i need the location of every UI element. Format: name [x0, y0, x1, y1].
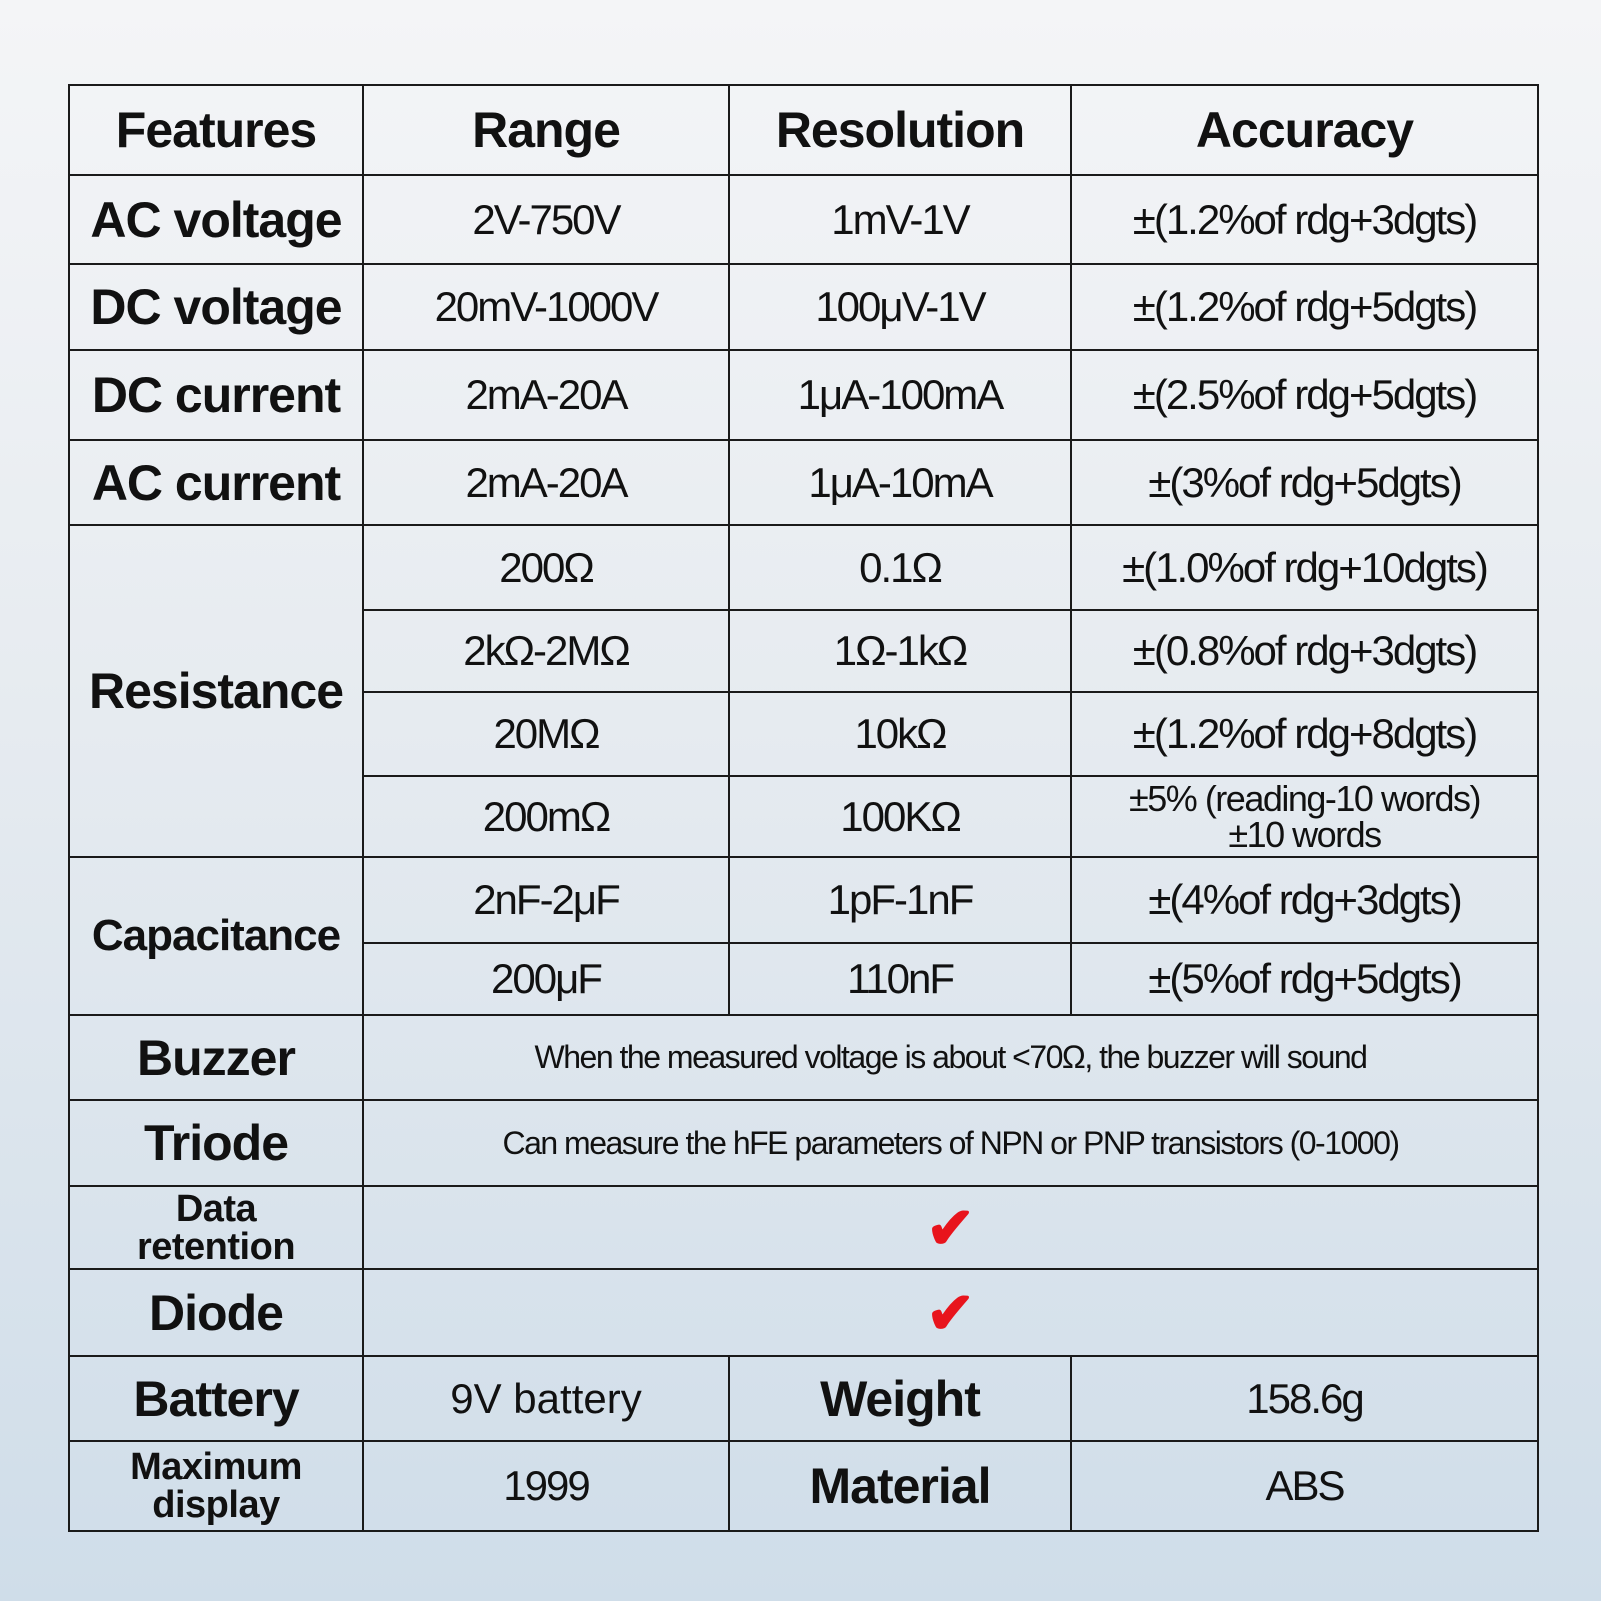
resolution-cell: 10kΩ: [728, 691, 1072, 777]
accuracy-cell: ±(1.2%of rdg+3dgts): [1070, 174, 1539, 265]
feature-line-2: retention: [136, 1225, 296, 1268]
feature-line-1: Data: [175, 1187, 257, 1230]
range-cell: 200μF: [362, 942, 730, 1016]
feature-cell: Battery: [68, 1355, 364, 1442]
range-cell: 200mΩ: [362, 775, 730, 858]
header-features: Features: [68, 84, 364, 176]
spec-table: Features Range Resolution Accuracy AC vo…: [68, 84, 1539, 1532]
weight-label: Weight: [728, 1355, 1072, 1442]
buzzer-description: When the measured voltage is about <70Ω,…: [362, 1014, 1539, 1101]
accuracy-cell: ±(1.0%of rdg+10dgts): [1070, 524, 1539, 611]
table-row: 200mΩ 100KΩ ±5% (reading-10 words) ±10 w…: [69, 775, 1539, 858]
feature-cell: DC current: [68, 349, 364, 441]
table-row: DC current 2mA-20A 1μA-100mA ±(2.5%of rd…: [68, 349, 1539, 441]
table-row: Data retention ✔: [68, 1185, 1539, 1270]
range-cell: 20MΩ: [362, 691, 730, 777]
header-resolution: Resolution: [728, 84, 1072, 176]
resolution-cell: 1pF-1nF: [728, 856, 1072, 944]
feature-cell: DC voltage: [68, 263, 364, 351]
weight-value: 158.6g: [1070, 1355, 1539, 1442]
table-row: Diode ✔: [68, 1268, 1539, 1357]
feature-cell: Triode: [68, 1099, 364, 1187]
triode-description: Can measure the hFE parameters of NPN or…: [362, 1099, 1539, 1187]
table-row: AC current 2mA-20A 1μA-10mA ±(3%of rdg+5…: [68, 439, 1539, 526]
table-row: Triode Can measure the hFE parameters of…: [68, 1099, 1539, 1187]
feature-cell: Data retention: [68, 1185, 364, 1270]
feature-cell-resistance: Resistance: [68, 524, 364, 858]
resolution-cell: 1Ω-1kΩ: [728, 609, 1072, 693]
feature-cell-capacitance: Capacitance: [68, 856, 364, 1016]
accuracy-cell: ±5% (reading-10 words) ±10 words: [1070, 775, 1539, 858]
table-row: Battery 9V battery Weight 158.6g: [68, 1355, 1539, 1442]
accuracy-line-2: ±10 words: [1228, 813, 1382, 855]
resolution-cell: 100KΩ: [728, 775, 1072, 858]
header-row: Features Range Resolution Accuracy: [68, 84, 1539, 176]
table-row: Capacitance 2nF-2μF 1pF-1nF ±(4%of rdg+3…: [68, 856, 1539, 1016]
feature-cell: Diode: [68, 1268, 364, 1357]
range-cell: 2kΩ-2MΩ: [362, 609, 730, 693]
range-cell: 20mV-1000V: [362, 263, 730, 351]
table-row: Maximum display 1999 Material ABS: [68, 1440, 1539, 1532]
resolution-cell: 110nF: [728, 942, 1072, 1016]
check-icon: ✔: [362, 1268, 1539, 1357]
range-cell: 2nF-2μF: [362, 856, 730, 944]
resolution-cell: 100μV-1V: [728, 263, 1072, 351]
table-row: Buzzer When the measured voltage is abou…: [68, 1014, 1539, 1101]
battery-value: 9V battery: [362, 1355, 730, 1442]
accuracy-line-1: ±5% (reading-10 words): [1129, 777, 1481, 819]
check-icon: ✔: [362, 1185, 1539, 1270]
accuracy-cell: ±(4%of rdg+3dgts): [1070, 856, 1539, 944]
resolution-cell: 1μA-10mA: [728, 439, 1072, 526]
table-row: 200μF 110nF ±(5%of rdg+5dgts): [69, 942, 1539, 1016]
feature-cell: AC voltage: [68, 174, 364, 265]
header-range: Range: [362, 84, 730, 176]
range-cell: 2mA-20A: [362, 349, 730, 441]
accuracy-cell: ±(1.2%of rdg+5dgts): [1070, 263, 1539, 351]
header-accuracy: Accuracy: [1070, 84, 1539, 176]
table-row: 2kΩ-2MΩ 1Ω-1kΩ ±(0.8%of rdg+3dgts): [69, 609, 1539, 693]
max-display-value: 1999: [362, 1440, 730, 1532]
table-row: Resistance 200Ω 0.1Ω ±(1.0%of rdg+10dgts…: [68, 524, 1539, 858]
resolution-cell: 1μA-100mA: [728, 349, 1072, 441]
feature-cell: Buzzer: [68, 1014, 364, 1101]
feature-cell: Maximum display: [68, 1440, 364, 1532]
feature-cell: AC current: [68, 439, 364, 526]
table-row: 20MΩ 10kΩ ±(1.2%of rdg+8dgts): [69, 691, 1539, 777]
accuracy-cell: ±(2.5%of rdg+5dgts): [1070, 349, 1539, 441]
table-row: DC voltage 20mV-1000V 100μV-1V ±(1.2%of …: [68, 263, 1539, 351]
material-value: ABS: [1070, 1440, 1539, 1532]
resolution-cell: 0.1Ω: [728, 524, 1072, 611]
material-label: Material: [728, 1440, 1072, 1532]
feature-line-1: Maximum: [130, 1446, 302, 1488]
resolution-cell: 1mV-1V: [728, 174, 1072, 265]
accuracy-cell: ±(5%of rdg+5dgts): [1070, 942, 1539, 1016]
accuracy-cell: ±(0.8%of rdg+3dgts): [1070, 609, 1539, 693]
table-row: AC voltage 2V-750V 1mV-1V ±(1.2%of rdg+3…: [68, 174, 1539, 265]
accuracy-cell: ±(3%of rdg+5dgts): [1070, 439, 1539, 526]
accuracy-cell: ±(1.2%of rdg+8dgts): [1070, 691, 1539, 777]
range-cell: 2V-750V: [362, 174, 730, 265]
feature-line-2: display: [152, 1484, 280, 1526]
range-cell: 2mA-20A: [362, 439, 730, 526]
range-cell: 200Ω: [362, 524, 730, 611]
